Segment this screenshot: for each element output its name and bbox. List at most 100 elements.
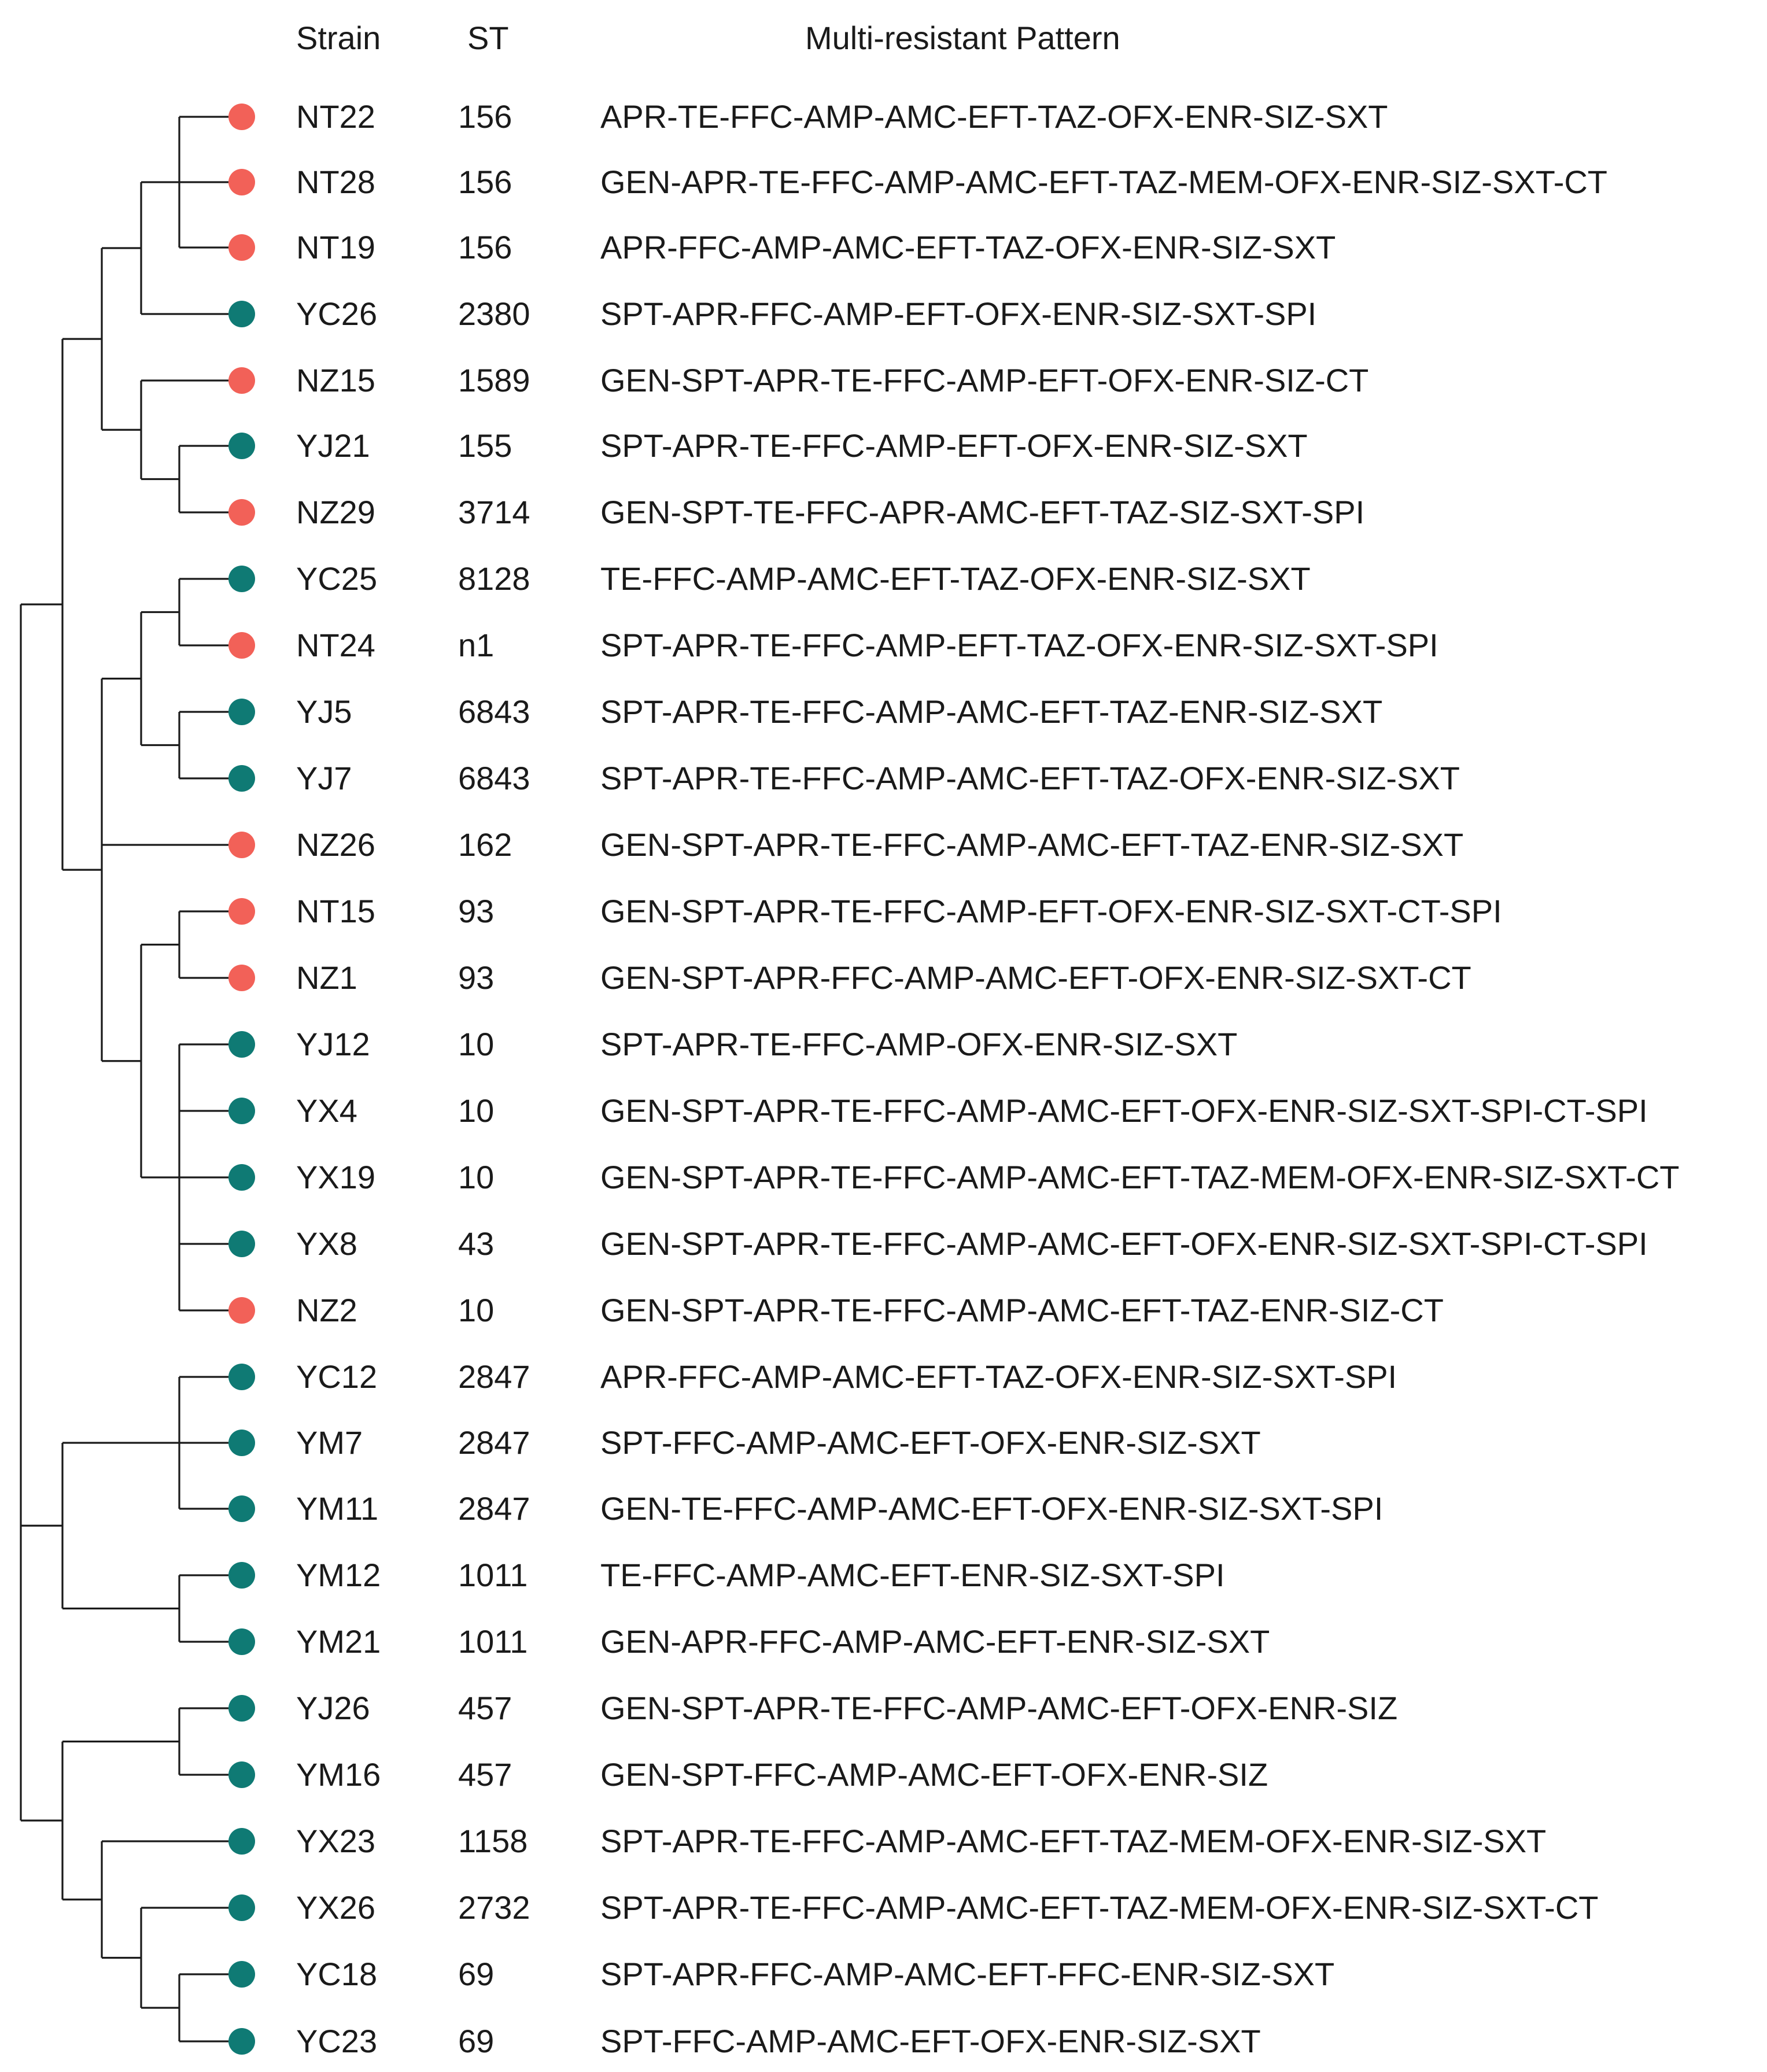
st-value: 155 — [458, 427, 512, 464]
strain-row: YJ21 155 SPT-APR-TE-FFC-AMP-EFT-OFX-ENR-SI… — [0, 423, 1767, 469]
resistance-pattern: SPT-APR-TE-FFC-AMP-OFX-ENR-SIZ-SXT — [600, 1026, 1238, 1062]
strain-row: YC26 2380 SPT-APR-FFC-AMP-EFT-OFX-ENR-SIZ-… — [0, 291, 1767, 337]
strain-name: NT28 — [296, 164, 375, 200]
strain-name: NZ29 — [296, 494, 375, 530]
strain-row: NZ2 10 GEN-SPT-APR-TE-FFC-AMP-AMC-EFT-TAZ-… — [0, 1287, 1767, 1334]
st-value: 1011 — [458, 1557, 528, 1593]
group-marker-icon — [228, 1695, 255, 1722]
strain-row: NT22 156 APR-TE-FFC-AMP-AMC-EFT-TAZ-OFX-EN… — [0, 94, 1767, 140]
strain-name: NT22 — [296, 98, 375, 135]
strain-name: NZ26 — [296, 826, 375, 863]
st-value: 2380 — [458, 296, 530, 332]
st-value: 162 — [458, 826, 512, 863]
st-value: 6843 — [458, 693, 530, 730]
resistance-pattern: GEN-SPT-APR-TE-FFC-AMP-AMC-EFT-OFX-ENR-S… — [600, 1225, 1648, 1262]
st-value: 457 — [458, 1690, 512, 1726]
st-value: 93 — [458, 959, 495, 996]
group-marker-icon — [228, 433, 255, 459]
st-value: 69 — [458, 2023, 495, 2059]
strain-row: NT19 156 APR-FFC-AMP-AMC-EFT-TAZ-OFX-ENR-S… — [0, 224, 1767, 271]
strain-row: YX8 43 GEN-SPT-APR-TE-FFC-AMP-AMC-EFT-OFX-… — [0, 1221, 1767, 1267]
strain-name: YM12 — [296, 1557, 381, 1593]
st-value: 69 — [458, 1956, 495, 1992]
group-marker-icon — [228, 765, 255, 792]
st-value: 2847 — [458, 1490, 530, 1527]
strain-name: YJ7 — [296, 760, 352, 796]
group-marker-icon — [228, 699, 255, 725]
st-value: 457 — [458, 1756, 512, 1793]
group-marker-icon — [228, 1231, 255, 1257]
st-value: 6843 — [458, 760, 530, 796]
strain-row: YC18 69 SPT-APR-FFC-AMP-AMC-EFT-FFC-ENR-SI… — [0, 1951, 1767, 1997]
st-value: 1011 — [458, 1623, 528, 1660]
group-marker-icon — [228, 1364, 255, 1390]
strain-name: NT15 — [296, 893, 375, 929]
resistance-pattern: SPT-FFC-AMP-AMC-EFT-OFX-ENR-SIZ-SXT — [600, 2023, 1261, 2059]
strain-name: YJ21 — [296, 427, 370, 464]
strain-name: YM11 — [296, 1490, 379, 1527]
resistance-pattern: SPT-APR-FFC-AMP-EFT-OFX-ENR-SIZ-SXT-SPI — [600, 296, 1317, 332]
strain-name: YC26 — [296, 296, 378, 332]
resistance-pattern: SPT-APR-TE-FFC-AMP-AMC-EFT-TAZ-OFX-ENR-S… — [600, 760, 1460, 796]
group-marker-icon — [228, 632, 255, 659]
group-marker-icon — [228, 1297, 255, 1324]
resistance-pattern: SPT-APR-TE-FFC-AMP-AMC-EFT-TAZ-ENR-SIZ-S… — [600, 693, 1383, 730]
resistance-pattern: SPT-APR-FFC-AMP-AMC-EFT-FFC-ENR-SIZ-SXT — [600, 1956, 1335, 1992]
group-marker-icon — [228, 367, 255, 394]
strain-name: YC18 — [296, 1956, 378, 1992]
group-marker-icon — [228, 832, 255, 858]
st-value: 156 — [458, 164, 512, 200]
st-value: 2732 — [458, 1889, 530, 1926]
resistance-pattern: GEN-SPT-APR-FFC-AMP-AMC-EFT-OFX-ENR-SIZ-… — [600, 959, 1471, 996]
strain-name: YX26 — [296, 1889, 375, 1926]
strain-row: YJ5 6843 SPT-APR-TE-FFC-AMP-AMC-EFT-TAZ-EN… — [0, 689, 1767, 735]
strain-row: NZ26 162 GEN-SPT-APR-TE-FFC-AMP-AMC-EFT-TA… — [0, 822, 1767, 868]
strain-name: YM16 — [296, 1756, 381, 1793]
group-marker-icon — [228, 1961, 255, 1988]
strain-name: YC23 — [296, 2023, 378, 2059]
pattern-column-header: Multi-resistant Pattern — [805, 20, 1120, 56]
strain-row: YJ7 6843 SPT-APR-TE-FFC-AMP-AMC-EFT-TAZ-OF… — [0, 755, 1767, 802]
strain-row: YM11 2847 GEN-TE-FFC-AMP-AMC-EFT-OFX-ENR-S… — [0, 1486, 1767, 1532]
st-value: 156 — [458, 229, 512, 265]
strain-row: YX4 10 GEN-SPT-APR-TE-FFC-AMP-AMC-EFT-OFX-… — [0, 1088, 1767, 1134]
strain-row: NT15 93 GEN-SPT-APR-TE-FFC-AMP-EFT-OFX-ENR… — [0, 888, 1767, 935]
strain-name: YM21 — [296, 1623, 381, 1660]
strain-row: YJ12 10 SPT-APR-TE-FFC-AMP-OFX-ENR-SIZ-SXT — [0, 1021, 1767, 1068]
group-marker-icon — [228, 1031, 255, 1058]
st-column-header: ST — [467, 20, 509, 56]
strain-name: NT24 — [296, 627, 375, 663]
st-value: 1589 — [458, 362, 530, 398]
st-value: 2847 — [458, 1424, 530, 1461]
group-marker-icon — [228, 499, 255, 526]
resistance-pattern: SPT-APR-TE-FFC-AMP-EFT-OFX-ENR-SIZ-SXT — [600, 427, 1308, 464]
strain-row: YM12 1011 TE-FFC-AMP-AMC-EFT-ENR-SIZ-SXT-S… — [0, 1552, 1767, 1598]
group-marker-icon — [228, 2028, 255, 2055]
group-marker-icon — [228, 1430, 255, 1456]
st-value: 10 — [458, 1292, 495, 1328]
resistance-pattern: GEN-APR-FFC-AMP-AMC-EFT-ENR-SIZ-SXT — [600, 1623, 1270, 1660]
strain-row: YM16 457 GEN-SPT-FFC-AMP-AMC-EFT-OFX-ENR-S… — [0, 1752, 1767, 1798]
strain-name: YJ12 — [296, 1026, 370, 1062]
strain-name: YC25 — [296, 560, 378, 597]
group-marker-icon — [228, 1495, 255, 1522]
strain-row: NZ15 1589 GEN-SPT-APR-TE-FFC-AMP-EFT-OFX-E… — [0, 357, 1767, 404]
group-marker-icon — [228, 898, 255, 925]
strain-name: NZ1 — [296, 959, 357, 996]
group-marker-icon — [228, 1828, 255, 1855]
resistance-pattern: GEN-SPT-TE-FFC-APR-AMC-EFT-TAZ-SIZ-SXT-S… — [600, 494, 1365, 530]
st-value: 93 — [458, 893, 495, 929]
resistance-pattern: APR-FFC-AMP-AMC-EFT-TAZ-OFX-ENR-SIZ-SXT — [600, 229, 1336, 265]
resistance-pattern: SPT-APR-TE-FFC-AMP-AMC-EFT-TAZ-MEM-OFX-E… — [600, 1889, 1599, 1926]
strain-name: YC12 — [296, 1358, 378, 1395]
resistance-pattern: SPT-FFC-AMP-AMC-EFT-OFX-ENR-SIZ-SXT — [600, 1424, 1261, 1461]
group-marker-icon — [228, 1098, 255, 1124]
strain-row: YJ26 457 GEN-SPT-APR-TE-FFC-AMP-AMC-EFT-OF… — [0, 1685, 1767, 1731]
group-marker-icon — [228, 1164, 255, 1191]
group-marker-icon — [228, 1562, 255, 1589]
st-value: n1 — [458, 627, 495, 663]
resistance-pattern: GEN-SPT-APR-TE-FFC-AMP-EFT-OFX-ENR-SIZ-C… — [600, 362, 1369, 398]
strain-name: NZ2 — [296, 1292, 357, 1328]
